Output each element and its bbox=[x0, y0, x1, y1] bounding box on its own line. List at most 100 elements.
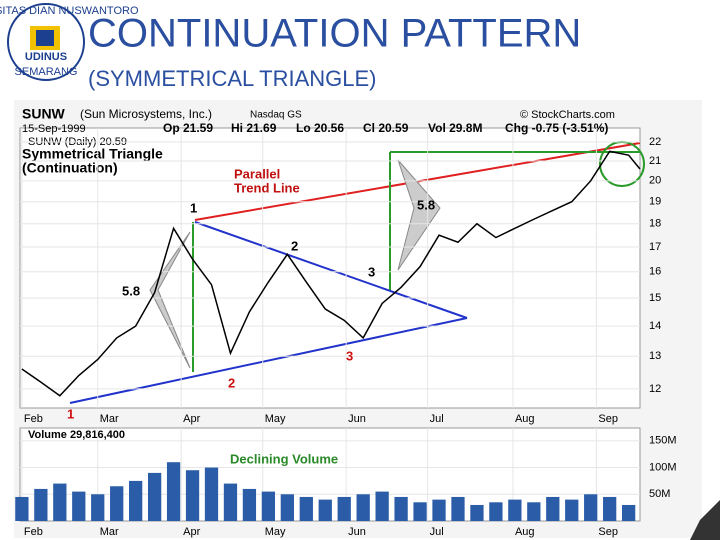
volume-bar bbox=[15, 496, 29, 521]
x-tick-label: May bbox=[265, 526, 286, 538]
date: 15-Sep-1999 bbox=[22, 123, 86, 135]
volume-bar bbox=[147, 472, 162, 521]
annotation: 3 bbox=[346, 348, 353, 363]
chevron bbox=[397, 159, 441, 271]
volume-bar bbox=[242, 488, 257, 521]
company: (Sun Microsystems, Inc.) bbox=[80, 107, 212, 121]
volume-bar bbox=[166, 462, 181, 521]
y-tick-label: 16 bbox=[649, 266, 661, 278]
volume-bar bbox=[356, 494, 370, 521]
pattern-type: (Continuation) bbox=[22, 160, 118, 176]
annotation: Parallel bbox=[234, 166, 280, 181]
annotation: 1 bbox=[67, 406, 74, 421]
x-tick-label: Mar bbox=[100, 526, 119, 538]
annotation: 3 bbox=[368, 264, 375, 279]
volume-bar bbox=[451, 496, 465, 521]
close: Cl 20.59 bbox=[363, 121, 409, 135]
volume-bar bbox=[546, 496, 560, 521]
volume-bar bbox=[72, 491, 86, 521]
open: Op 21.59 bbox=[163, 121, 213, 135]
volume-bar bbox=[584, 494, 598, 521]
volume-bar bbox=[432, 499, 446, 521]
volume-bar bbox=[394, 496, 408, 521]
volume-bar bbox=[337, 496, 351, 521]
source: © StockCharts.com bbox=[520, 109, 615, 121]
volume-bar bbox=[223, 483, 238, 521]
annotation: 2 bbox=[291, 238, 298, 253]
volume-bar bbox=[603, 496, 617, 521]
x-tick-label: Mar bbox=[100, 413, 119, 425]
volume-bar bbox=[280, 494, 294, 521]
x-tick-label: Jun bbox=[348, 526, 366, 538]
volume-bar bbox=[413, 502, 427, 521]
volume-bar bbox=[318, 499, 332, 521]
x-tick-label: Jul bbox=[430, 526, 444, 538]
y-tick-label: 18 bbox=[649, 218, 661, 230]
exchange: Nasdaq GS bbox=[250, 110, 302, 121]
volume-bar bbox=[129, 480, 143, 521]
volume-bar bbox=[527, 502, 541, 521]
volume-bar bbox=[261, 491, 276, 521]
volume-bar bbox=[185, 470, 200, 521]
volume-summary: Vol 29.8M bbox=[428, 121, 482, 135]
volume-bar bbox=[53, 483, 67, 521]
price-line bbox=[21, 150, 641, 397]
y-tick-label: 100M bbox=[649, 461, 677, 473]
high: Hi 21.69 bbox=[231, 121, 277, 135]
price-plot bbox=[19, 127, 641, 409]
volume-bar bbox=[470, 504, 484, 521]
logo-shield-inner bbox=[36, 30, 54, 46]
annotation: Trend Line bbox=[234, 180, 300, 195]
pattern: Symmetrical Triangle bbox=[22, 146, 163, 162]
annotation: 5.8 bbox=[122, 283, 140, 298]
y-tick-label: 21 bbox=[649, 155, 661, 167]
y-tick-label: 14 bbox=[649, 320, 661, 332]
x-tick-label: Jul bbox=[430, 413, 444, 425]
y-tick-label: 50M bbox=[649, 488, 670, 500]
trend-line-upper bbox=[194, 142, 641, 221]
logo-ring-top: UNIVERSITAS DIAN NUSWANTORO bbox=[0, 5, 139, 17]
x-tick-label: Aug bbox=[515, 413, 535, 425]
y-tick-label: 150M bbox=[649, 435, 677, 447]
y-tick-label: 12 bbox=[649, 383, 661, 395]
y-tick-label: 13 bbox=[649, 350, 661, 362]
slide-title: CONTINUATION PATTERN bbox=[88, 12, 581, 56]
x-tick-label: Jun bbox=[348, 413, 366, 425]
logo-name: UDINUS bbox=[25, 51, 67, 63]
volume-bar bbox=[489, 502, 503, 521]
annotation: 5.8 bbox=[417, 197, 435, 212]
volume-bar bbox=[110, 486, 124, 521]
symbol: SUNW bbox=[22, 106, 66, 122]
x-tick-label: May bbox=[265, 413, 286, 425]
logo: UDINUS UNIVERSITAS DIAN NUSWANTORO SEMAR… bbox=[0, 3, 139, 81]
annotation: Declining Volume bbox=[230, 451, 338, 466]
chart-title: Volume 29,816,400 bbox=[28, 429, 125, 441]
low: Lo 20.56 bbox=[296, 121, 344, 135]
y-tick-label: 22 bbox=[649, 136, 661, 148]
x-tick-label: Feb bbox=[24, 413, 43, 425]
annotation: 2 bbox=[228, 375, 235, 390]
volume-bar bbox=[204, 467, 219, 521]
y-tick-label: 15 bbox=[649, 292, 661, 304]
volume-bar bbox=[508, 499, 522, 521]
x-tick-label: Sep bbox=[598, 413, 618, 425]
volume-bar bbox=[91, 494, 105, 521]
x-tick-label: Apr bbox=[183, 526, 200, 538]
y-tick-label: 17 bbox=[649, 241, 661, 253]
x-tick-label: Apr bbox=[183, 413, 200, 425]
chevron bbox=[149, 231, 191, 369]
x-tick-label: Feb bbox=[24, 526, 43, 538]
y-tick-label: 20 bbox=[649, 175, 661, 187]
volume-bar bbox=[299, 496, 313, 521]
x-tick-label: Sep bbox=[598, 526, 618, 538]
corner-decoration bbox=[690, 500, 720, 540]
logo-ring-bottom: SEMARANG bbox=[15, 66, 78, 78]
triangle-upper bbox=[194, 221, 468, 319]
volume-bar bbox=[34, 488, 48, 521]
y-tick-label: 19 bbox=[649, 196, 661, 208]
slide-subtitle: (SYMMETRICAL TRIANGLE) bbox=[88, 66, 376, 91]
volume-bar bbox=[565, 499, 579, 521]
change: Chg -0.75 (-3.51%) bbox=[505, 121, 608, 135]
